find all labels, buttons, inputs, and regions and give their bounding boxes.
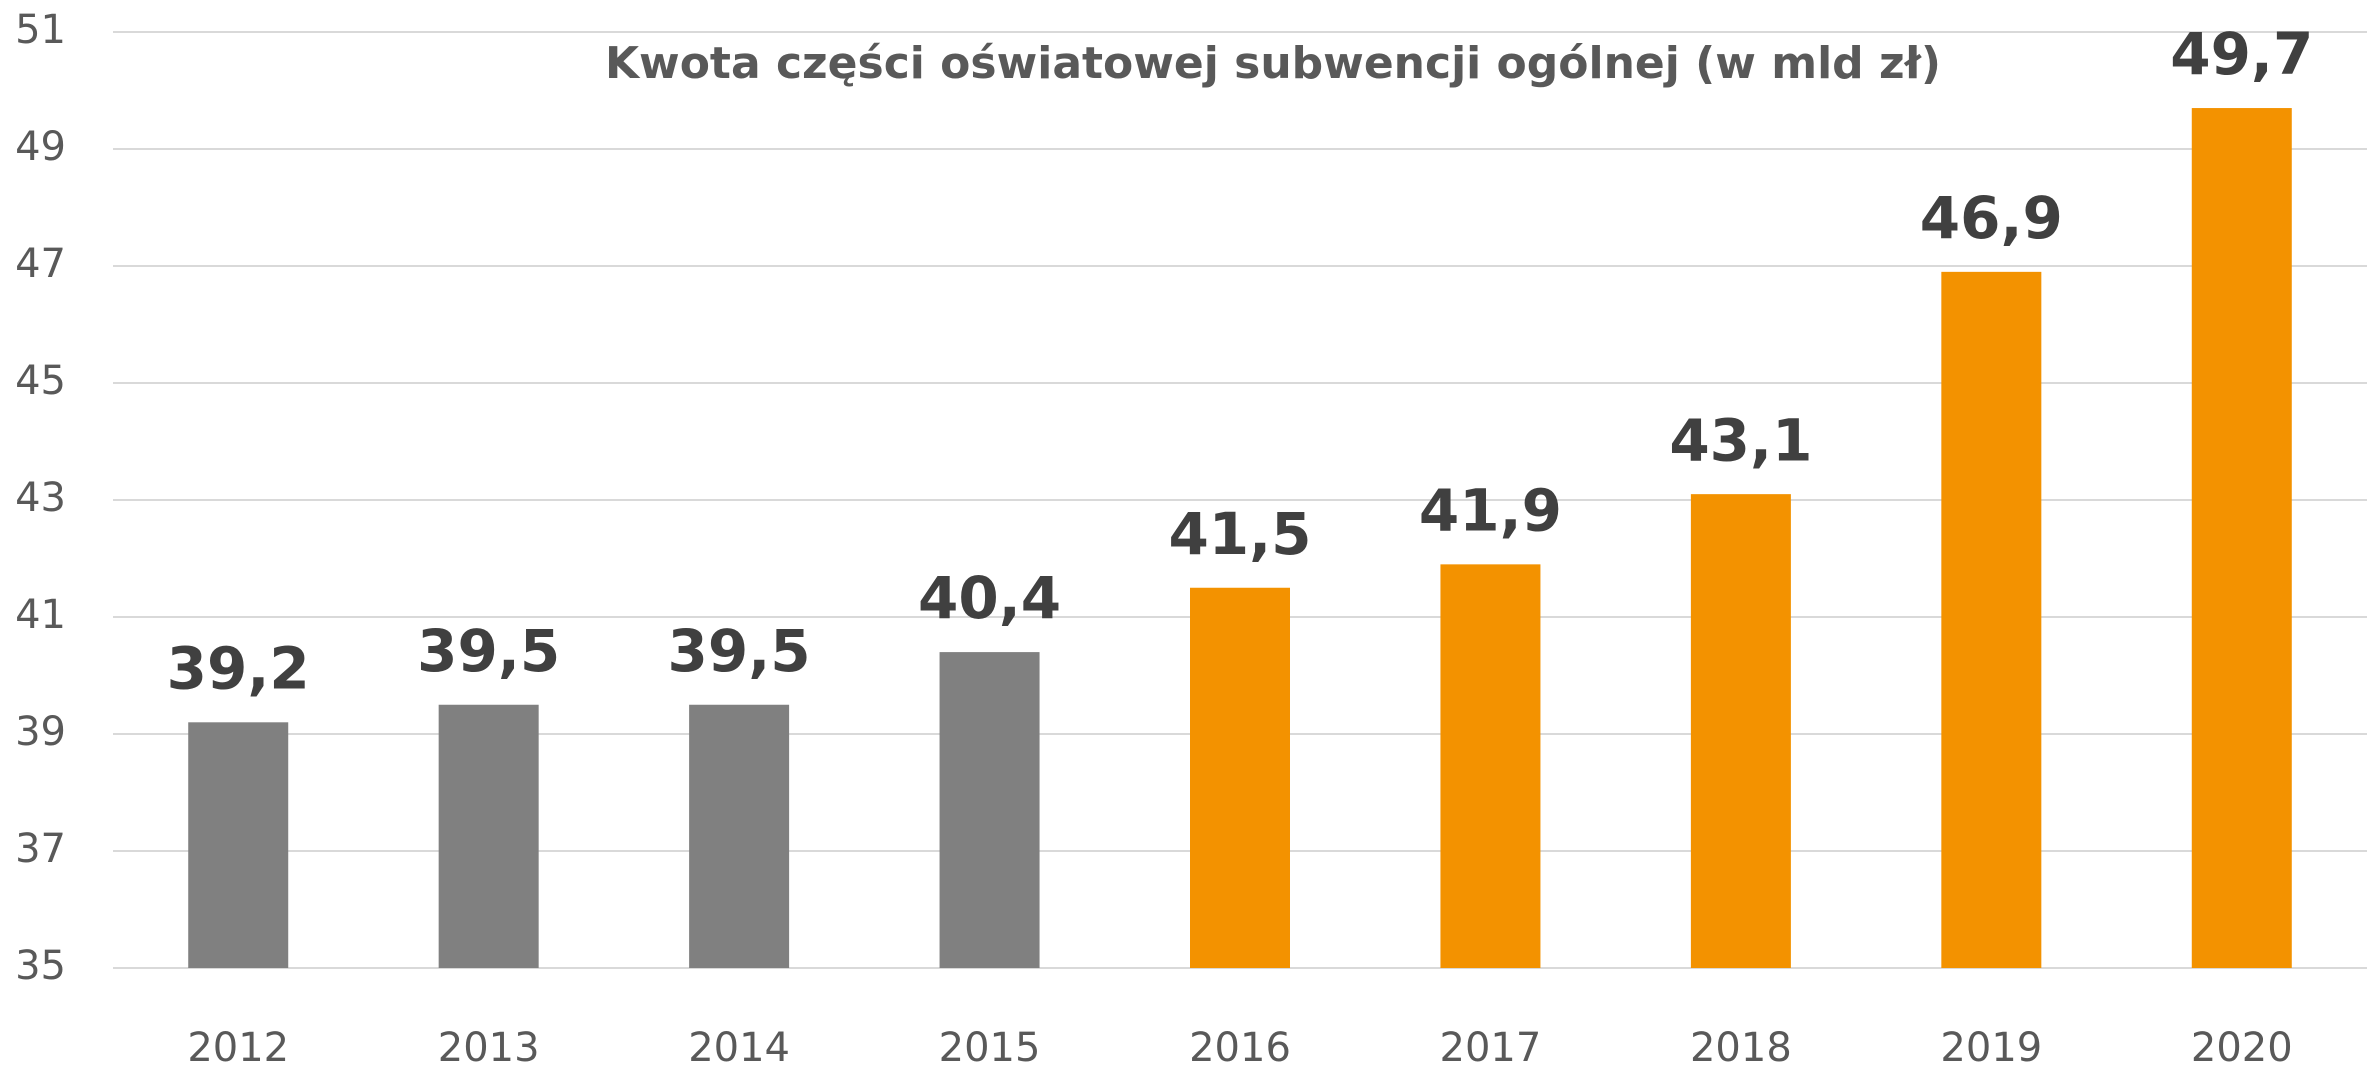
value-label: 43,1: [1669, 406, 1812, 474]
y-tick-label: 37: [15, 826, 66, 872]
x-tick-label: 2014: [688, 1025, 790, 1071]
x-tick-label: 2015: [939, 1025, 1041, 1071]
y-tick-label: 41: [15, 592, 66, 638]
x-tick-label: 2016: [1189, 1025, 1291, 1071]
y-tick-label: 43: [15, 475, 66, 521]
value-label: 46,9: [1920, 184, 2063, 252]
x-tick-label: 2013: [438, 1025, 540, 1071]
bar: [438, 704, 539, 968]
chart-title: Kwota części oświatowej subwencji ogólne…: [605, 38, 1941, 89]
value-label: 49,7: [2170, 20, 2313, 88]
bar: [188, 722, 289, 968]
y-tick-label: 51: [15, 7, 66, 53]
bar: [1941, 271, 2042, 969]
value-label: 41,9: [1419, 476, 1562, 544]
bar: [2191, 108, 2292, 969]
value-label: 39,5: [417, 617, 560, 685]
value-label: 40,4: [918, 564, 1061, 632]
x-tick-label: 2018: [1690, 1025, 1792, 1071]
x-tick-label: 2020: [2191, 1025, 2293, 1071]
x-tick-label: 2019: [1940, 1025, 2042, 1071]
bar: [1440, 564, 1541, 968]
y-tick-label: 35: [15, 943, 66, 989]
y-tick-label: 49: [15, 124, 66, 170]
value-label: 39,2: [167, 634, 310, 702]
y-tick-label: 39: [15, 709, 66, 755]
bar: [1690, 494, 1791, 968]
value-label: 41,5: [1168, 500, 1311, 568]
x-tick-label: 2012: [187, 1025, 289, 1071]
bar: [939, 652, 1040, 968]
bar: [1190, 587, 1290, 968]
y-tick-label: 47: [15, 241, 66, 287]
bar: [689, 704, 790, 968]
y-tick-label: 45: [15, 358, 66, 404]
value-label: 39,5: [668, 617, 811, 685]
x-tick-label: 2017: [1440, 1025, 1542, 1071]
